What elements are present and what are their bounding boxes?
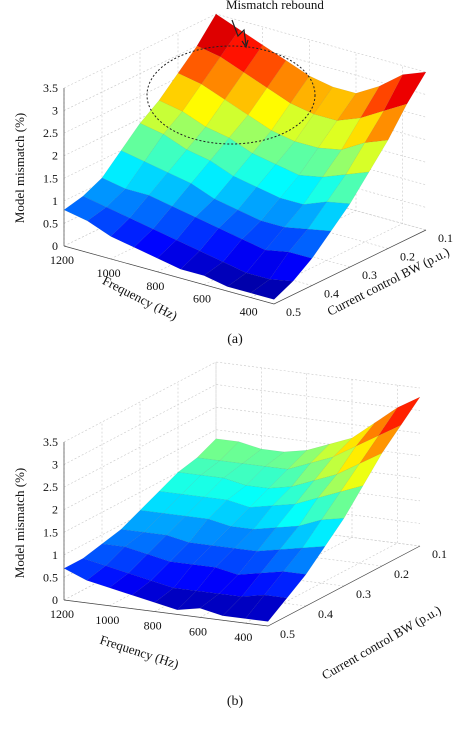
lightning-arrow-icon (231, 19, 247, 46)
y-tick-label: 0.2 (394, 567, 409, 581)
z-tick-label: 0.5 (43, 570, 58, 584)
z-tick-label: 0 (52, 593, 58, 607)
surface-patch (222, 594, 265, 619)
x-tick-label: 600 (193, 292, 211, 306)
z-tick-label: 1 (52, 194, 58, 208)
rebound-annotation-text: Mismatch rebound (226, 0, 324, 12)
y-tick-label: 0.5 (280, 627, 295, 641)
y-tick-label: 0.5 (286, 305, 301, 319)
x-axis-label: Frequency (Hz) (98, 632, 181, 672)
x-tick-label: 1200 (50, 253, 74, 267)
x-tick-label: 1000 (97, 266, 121, 280)
z-tick-label: 3 (52, 458, 58, 472)
surface-patch (63, 558, 107, 581)
surface-patch (108, 572, 152, 596)
surface-chart-a: 0 0.5 1 1.5 2 2.5 3 3.5 1200 1000 800 600 400 0.1 0.2 0… (12, 0, 453, 347)
x-tick-label: 800 (144, 619, 162, 633)
z-tick-label: 3.5 (43, 81, 58, 95)
z-axis-label: Model mismatch (%) (12, 468, 27, 578)
z-tick-label: 3.5 (43, 435, 58, 449)
x-tick-label: 1200 (50, 607, 74, 621)
y-tick-label: 0.2 (400, 250, 415, 264)
surface-patch (176, 590, 220, 611)
z-tick-label: 2 (52, 149, 58, 163)
surface-patch (244, 594, 288, 622)
z-tick-label: 1 (52, 548, 58, 562)
y-tick-label: 0.1 (438, 231, 453, 245)
y-tick-label: 0.4 (324, 287, 339, 301)
y-tick-label: 0.3 (356, 587, 371, 601)
surface-patch (199, 593, 243, 616)
rebound-ellipse (146, 45, 316, 145)
y-axis-label: Current control BW (p.u.) (325, 244, 452, 319)
surface-patch (131, 580, 175, 603)
z-tick-label: 2.5 (43, 480, 58, 494)
z-tick-label: 0 (52, 239, 58, 253)
caption-b: (b) (227, 694, 244, 709)
x-tick-label: 400 (234, 630, 252, 644)
z-tick-label: 1.5 (43, 525, 58, 539)
surface-patch (154, 587, 197, 611)
y-tick-label: 0.3 (362, 268, 377, 282)
z-tick-label: 1.5 (43, 171, 58, 185)
caption-a: (a) (227, 332, 243, 347)
z-tick-label: 2.5 (43, 126, 58, 140)
rebound-annotation: Mismatch rebound (146, 0, 324, 145)
z-axis-label: Model mismatch (%) (12, 113, 27, 223)
x-tick-label: 800 (146, 279, 164, 293)
x-axis-label: Frequency (Hz) (100, 273, 180, 324)
surface-patch (110, 217, 154, 248)
surface-chart-b: 0 0.5 1 1.5 2 2.5 3 3.5 1200 1000 800 600 400 0.1 0.2 0… (12, 361, 447, 709)
y-axis-label: Current control BW (p.u.) (319, 602, 444, 683)
x-tick-label: 600 (189, 624, 207, 638)
z-tick-label: 3 (52, 104, 58, 118)
y-tick-label: 0.1 (432, 547, 447, 561)
z-tick-label: 2 (52, 503, 58, 517)
y-tick-label: 0.4 (318, 607, 333, 621)
surface-patch (86, 565, 129, 588)
x-tick-label: 1000 (95, 613, 119, 627)
surface-patch (63, 195, 107, 222)
z-tick-label: 0.5 (43, 216, 58, 230)
x-tick-label: 400 (240, 305, 258, 319)
